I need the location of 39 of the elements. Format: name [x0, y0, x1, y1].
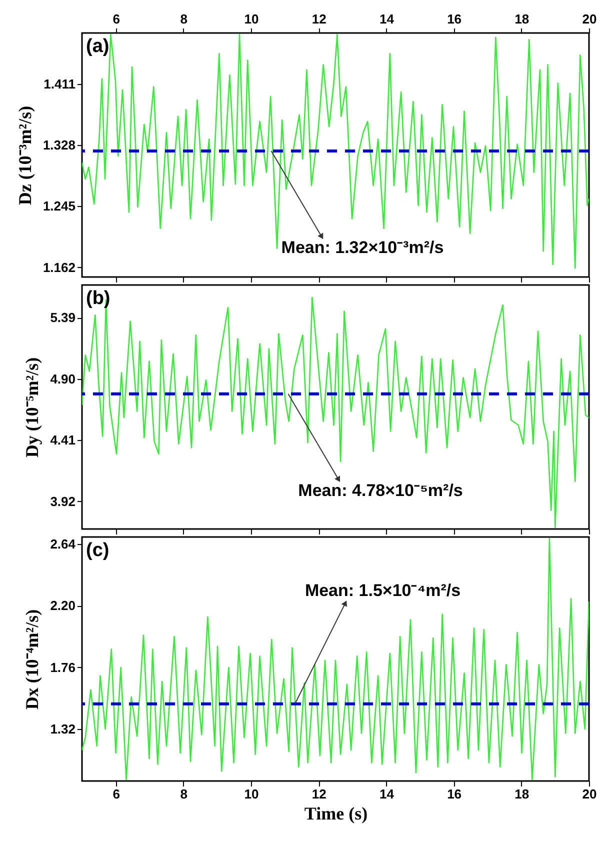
y-tick-label: 2.64 — [50, 536, 76, 552]
y-axis-title: Dx (10⁻⁴m²/s) — [22, 609, 42, 710]
y-tick-label: 1.32 — [50, 722, 76, 737]
x-axis-title: Time (s) — [304, 804, 368, 824]
x2-tick-label: 16 — [447, 12, 462, 26]
x-tick-label: 12 — [312, 786, 326, 802]
x-tick-label: 14 — [379, 786, 395, 802]
annotation: Mean: 1.5×10⁻⁴m²/s — [304, 580, 461, 600]
y-axis-title: Dz (10⁻³m²/s) — [14, 106, 35, 206]
x-tick-label: 6 — [112, 786, 120, 802]
x-tick-label: 16 — [447, 786, 462, 802]
x2-tick-label: 20 — [582, 12, 597, 26]
x2-tick-label: 6 — [112, 12, 120, 26]
x2-tick-label: 12 — [312, 12, 326, 26]
annotation: Mean: 4.78×10⁻⁵m²/s — [298, 480, 463, 500]
y-tick-label: 1.245 — [42, 198, 76, 214]
x-tick-label: 18 — [514, 786, 530, 802]
y-tick-label: 2.20 — [50, 598, 76, 614]
line-series — [82, 34, 589, 269]
x2-tick-label: 8 — [180, 12, 188, 26]
x2-tick-label: 14 — [379, 12, 395, 26]
x-tick-label: 10 — [244, 786, 259, 802]
x2-tick-label: 18 — [514, 12, 530, 26]
y-tick-label: 3.92 — [50, 494, 76, 509]
chart-title: (c) — [86, 540, 110, 561]
y-tick-label: 1.76 — [50, 660, 76, 675]
y-tick-label: 1.328 — [42, 138, 76, 153]
y-axis-title: Dy (10⁻⁵m²/s) — [22, 357, 42, 458]
x-tick-label: 8 — [180, 786, 188, 802]
chart-title: (b) — [86, 288, 110, 309]
y-tick-label: 4.90 — [50, 371, 76, 386]
annotation: Mean: 1.32×10⁻³m²/s — [281, 238, 444, 257]
x2-tick-label: 10 — [244, 12, 259, 26]
y-tick-label: 5.39 — [50, 310, 76, 326]
x-tick-label: 20 — [582, 786, 597, 802]
chart-title: (a) — [86, 36, 110, 57]
y-tick-label: 1.411 — [44, 76, 76, 92]
y-tick-label: 1.162 — [42, 260, 76, 275]
y-tick-label: 4.41 — [50, 432, 76, 448]
